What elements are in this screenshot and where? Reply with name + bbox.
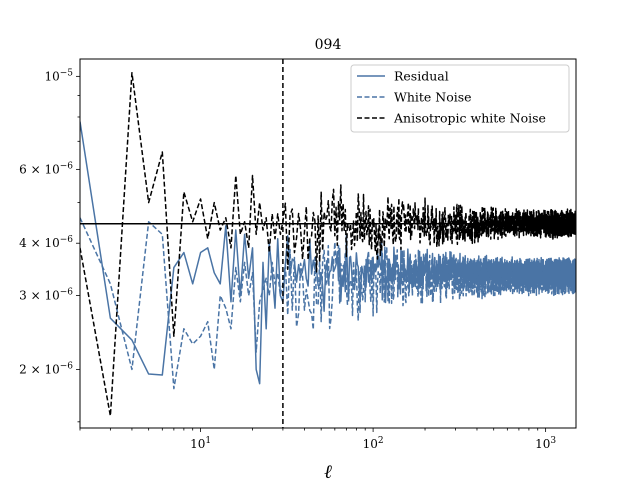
y-tick-label: 2 × 10−6 [19, 361, 73, 376]
y-tick-label: 4 × 10−6 [19, 235, 73, 250]
y-tick-label: 10−5 [44, 68, 73, 83]
legend-label: Residual [394, 69, 449, 84]
y-tick-label: 6 × 10−6 [19, 161, 73, 176]
y-tick-label: 3 × 10−6 [19, 288, 73, 303]
series-line-white-noise [80, 217, 576, 390]
legend-label: White Noise [394, 90, 472, 105]
x-tick-label: 101 [190, 436, 211, 451]
legend-frame [350, 64, 570, 133]
chart-title: 094 [315, 37, 342, 53]
series-line-anisotropic-white-noise [80, 72, 576, 417]
legend-label: Anisotropic white Noise [393, 111, 546, 126]
x-axis-label: ℓ [324, 461, 332, 480]
legend: Residual White Noise Anisotropic white Noi… [350, 64, 570, 133]
x-tick-label: 103 [535, 436, 556, 451]
x-tick-label: 102 [363, 436, 384, 451]
